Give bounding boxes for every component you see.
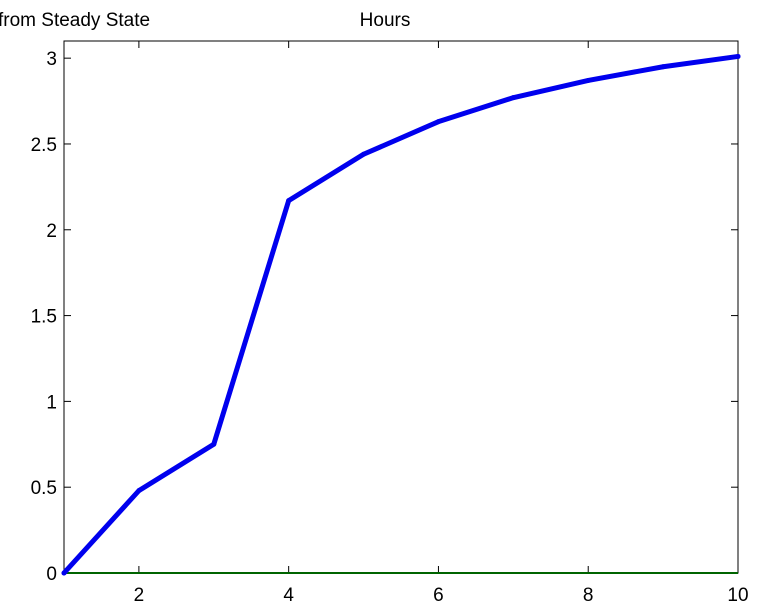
- y-tick-label: 0: [46, 564, 57, 585]
- series-points: [61, 53, 741, 576]
- data-point: [735, 53, 741, 59]
- data-point: [435, 119, 441, 125]
- x-tick-label: 10: [727, 585, 748, 606]
- y-axis: 0 0.5 1 1.5 2 2.5 3: [31, 49, 738, 585]
- data-point: [585, 77, 591, 83]
- x-tick-label: 8: [583, 585, 594, 606]
- y-tick-label: 1: [46, 392, 57, 413]
- y-tick-label: 0.5: [31, 478, 57, 499]
- x-tick-label: 4: [283, 585, 294, 606]
- chart-title-left: from Steady State: [0, 10, 150, 31]
- y-tick-label: 2: [46, 221, 57, 242]
- series-line: [61, 53, 741, 576]
- y-tick-label: 3: [46, 49, 57, 70]
- plot-area: [63, 40, 739, 574]
- data-point: [510, 95, 516, 101]
- x-tick-label: 6: [433, 585, 444, 606]
- x-tick-label: 2: [134, 585, 145, 606]
- chart-title-center: Hours: [360, 10, 411, 31]
- data-point: [136, 488, 142, 494]
- data-point: [286, 198, 292, 204]
- data-point: [660, 64, 666, 70]
- y-tick-label: 1.5: [31, 307, 57, 328]
- data-point: [61, 570, 67, 576]
- y-tick-label: 2.5: [31, 135, 57, 156]
- data-point: [361, 151, 367, 157]
- data-point: [211, 441, 217, 447]
- x-axis: 2 4 6 8 10: [134, 41, 749, 606]
